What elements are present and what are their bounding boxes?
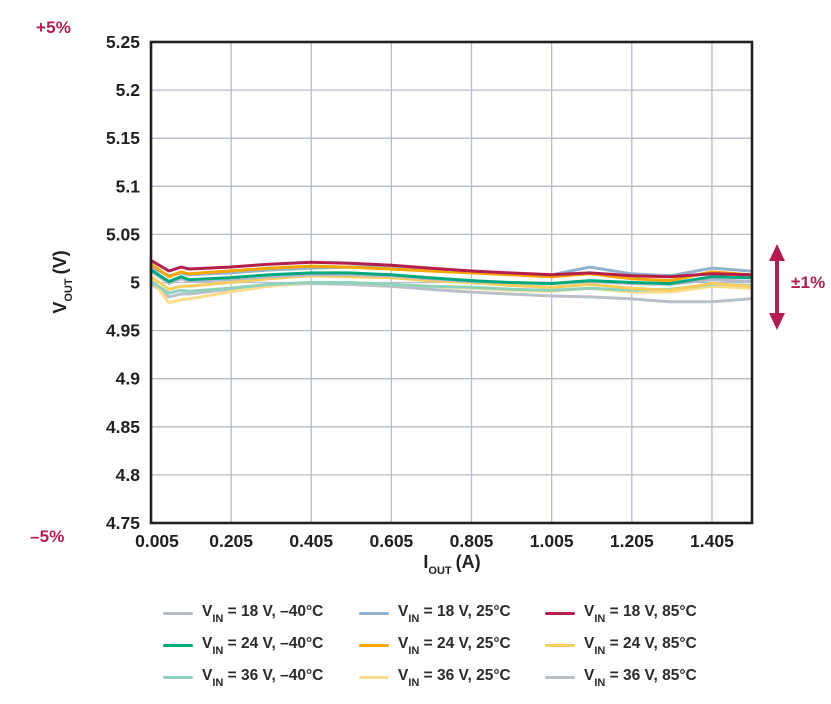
y-tick-label: 4.8 bbox=[116, 465, 141, 485]
legend-label: VIN = 24 V, 25°C bbox=[398, 635, 511, 657]
double-arrow-icon bbox=[769, 244, 785, 330]
plot-frame bbox=[149, 40, 754, 525]
legend: VIN = 18 V, –40°C VIN = 18 V, 25°C VIN = 1… bbox=[163, 603, 697, 689]
pm1-annotation: ±1% bbox=[791, 273, 826, 292]
legend-item-1: VIN = 18 V, 25°C bbox=[359, 603, 545, 625]
series-line-8 bbox=[149, 282, 752, 304]
y-axis-label-subscript: OUT bbox=[62, 278, 75, 302]
y-tick-label: 4.9 bbox=[116, 369, 141, 389]
legend-label: VIN = 18 V, 85°C bbox=[584, 603, 697, 625]
series-line-2 bbox=[149, 258, 752, 279]
legend-swatch bbox=[545, 612, 575, 615]
x-tick-label: 0.005 bbox=[135, 531, 179, 551]
legend-swatch bbox=[163, 612, 193, 615]
y-axis-label: VOUT (V) bbox=[50, 250, 75, 314]
legend-swatch bbox=[163, 676, 193, 679]
legend-item-3: VIN = 24 V, –40°C bbox=[163, 635, 359, 657]
y-tick-label: 5.2 bbox=[116, 80, 141, 100]
legend-item-2: VIN = 18 V, 85°C bbox=[545, 603, 697, 625]
plus5-annotation: +5% bbox=[36, 18, 72, 37]
x-axis-label-symbol: I bbox=[423, 552, 429, 572]
legend-label: VIN = 36 V, –40°C bbox=[202, 667, 324, 689]
legend-swatch bbox=[359, 644, 389, 647]
x-tick-label: 0.205 bbox=[209, 531, 253, 551]
x-tick-label: 1.405 bbox=[690, 531, 734, 551]
legend-label: VIN = 36 V, 85°C bbox=[584, 667, 697, 689]
y-axis-label-unit: (V) bbox=[50, 250, 71, 275]
x-tick-label: 1.005 bbox=[530, 531, 574, 551]
x-tick-label: 1.205 bbox=[610, 531, 654, 551]
minus5-annotation: –5% bbox=[30, 527, 65, 546]
legend-label: VIN = 24 V, –40°C bbox=[202, 635, 324, 657]
x-axis-label: IOUT (A) bbox=[423, 552, 481, 577]
x-tick-label: 0.405 bbox=[289, 531, 333, 551]
y-tick-label: 4.95 bbox=[106, 321, 140, 341]
legend-swatch bbox=[359, 676, 389, 679]
y-tick-label: 4.75 bbox=[106, 513, 140, 533]
x-tick-label: 0.605 bbox=[370, 531, 414, 551]
legend-swatch bbox=[163, 644, 193, 647]
y-tick-label: 4.85 bbox=[106, 417, 140, 437]
legend-item-8: VIN = 36 V, 85°C bbox=[545, 667, 697, 689]
y-axis-label-symbol: V bbox=[50, 301, 71, 314]
x-tick-label: 0.805 bbox=[450, 531, 494, 551]
y-tick-label: 5 bbox=[130, 273, 140, 293]
legend-item-7: VIN = 36 V, 25°C bbox=[359, 667, 545, 689]
y-tick-label: 5.1 bbox=[116, 176, 141, 196]
legend-swatch bbox=[545, 676, 575, 679]
y-tick-label: 5.15 bbox=[106, 128, 140, 148]
legend-item-6: VIN = 36 V, –40°C bbox=[163, 667, 359, 689]
y-tick-label: 5.25 bbox=[106, 32, 140, 52]
legend-item-4: VIN = 24 V, 25°C bbox=[359, 635, 545, 657]
legend-swatch bbox=[359, 612, 389, 615]
legend-label: VIN = 36 V, 25°C bbox=[398, 667, 511, 689]
series-line-4 bbox=[149, 262, 752, 283]
x-axis-label-subscript: OUT bbox=[428, 564, 452, 577]
legend-item-0: VIN = 18 V, –40°C bbox=[163, 603, 359, 625]
series-line-5 bbox=[149, 274, 752, 292]
legend-label: VIN = 18 V, 25°C bbox=[398, 603, 511, 625]
legend-label: VIN = 18 V, –40°C bbox=[202, 603, 324, 625]
legend-swatch bbox=[545, 644, 575, 647]
x-axis-label-unit: (A) bbox=[455, 552, 481, 572]
legend-label: VIN = 24 V, 85°C bbox=[584, 635, 697, 657]
legend-item-5: VIN = 24 V, 85°C bbox=[545, 635, 697, 657]
line-chart: 5.25 5.2 5.15 5.1 5.05 5 4.95 4.9 4.85 4.8 4.750.0… bbox=[106, 32, 754, 551]
y-tick-label: 5.05 bbox=[106, 224, 140, 244]
series-line-3 bbox=[149, 268, 752, 285]
